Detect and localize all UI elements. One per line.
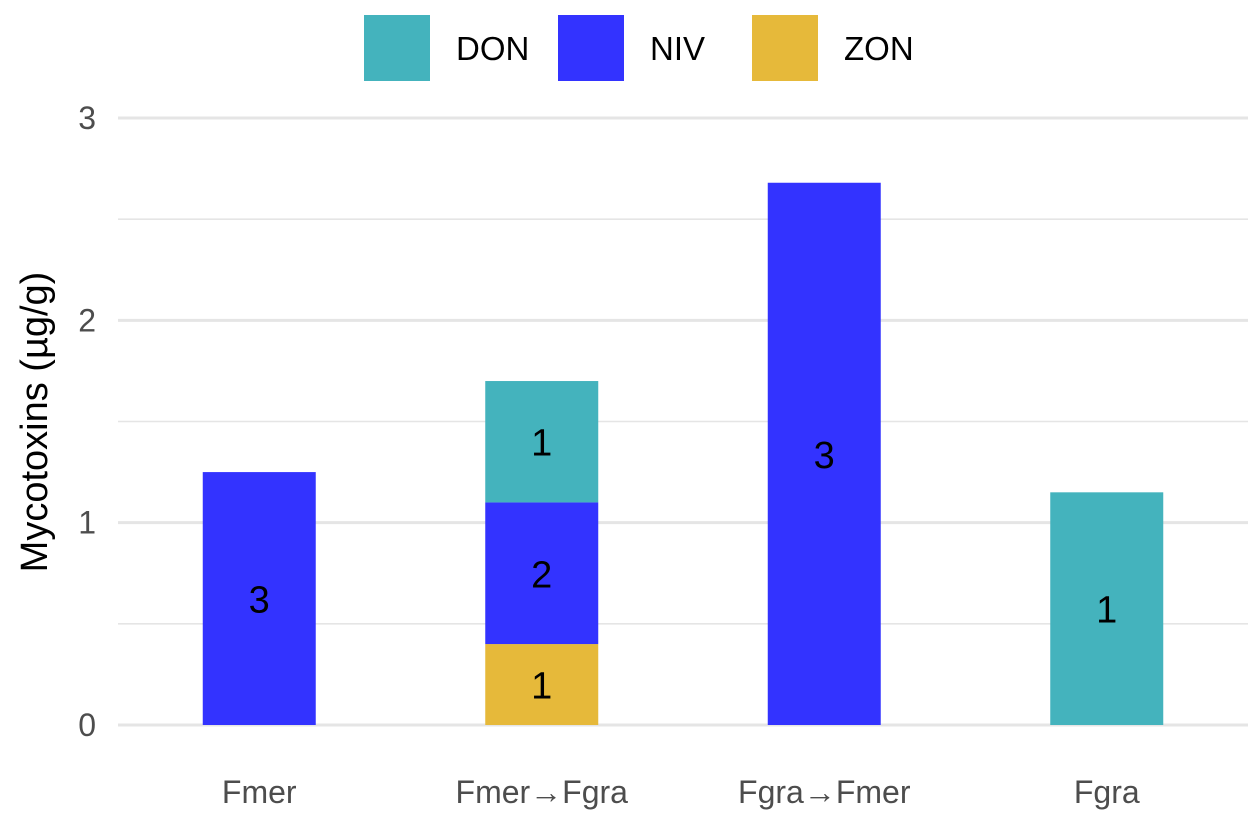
bar-niv-fmer (202, 472, 316, 725)
y-tick-label: 2 (78, 302, 96, 338)
bar-niv-fgra-fmer (767, 182, 881, 725)
bar-labels: 3 1 2 1 3 1 (249, 423, 1118, 708)
y-tick-label: 1 (78, 505, 96, 541)
legend-label-don: DON (456, 30, 529, 67)
y-tick-label: 3 (78, 100, 96, 136)
legend-key-niv (558, 15, 624, 81)
bar-niv-fmer-fgra (485, 502, 599, 645)
bar-label-niv-fmer: 3 (249, 580, 270, 622)
legend-key-zon (752, 15, 818, 81)
bar-label-don-fmer-fgra: 1 (531, 423, 552, 465)
x-tick-label: Fgra (1074, 774, 1140, 810)
x-tick-label: Fmer→Fgra (456, 774, 629, 810)
x-axis-ticks: Fmer Fmer→Fgra Fgra→Fmer Fgra (222, 774, 1140, 810)
bar-zon-fmer-fgra (485, 644, 599, 725)
y-axis-title: Mycotoxins (µg/g) (14, 272, 56, 573)
bar-don-fmer-fgra (485, 381, 599, 503)
x-tick-label: Fmer (222, 774, 297, 810)
y-axis-ticks: 0 1 2 3 (78, 100, 96, 743)
bar-label-don-fgra: 1 (1096, 590, 1117, 632)
y-tick-label: 0 (78, 707, 96, 743)
legend: DON NIV ZON (364, 15, 914, 81)
bars (202, 182, 1164, 725)
bar-don-fgra (1050, 492, 1164, 725)
legend-key-don (364, 15, 430, 81)
bar-label-niv-fgra-fmer: 3 (814, 435, 835, 477)
legend-label-zon: ZON (844, 30, 914, 67)
legend-label-niv: NIV (650, 30, 705, 67)
x-tick-label: Fgra→Fmer (738, 774, 911, 810)
bar-label-zon-fmer-fgra: 1 (531, 666, 552, 708)
bar-label-niv-fmer-fgra: 2 (531, 554, 552, 596)
